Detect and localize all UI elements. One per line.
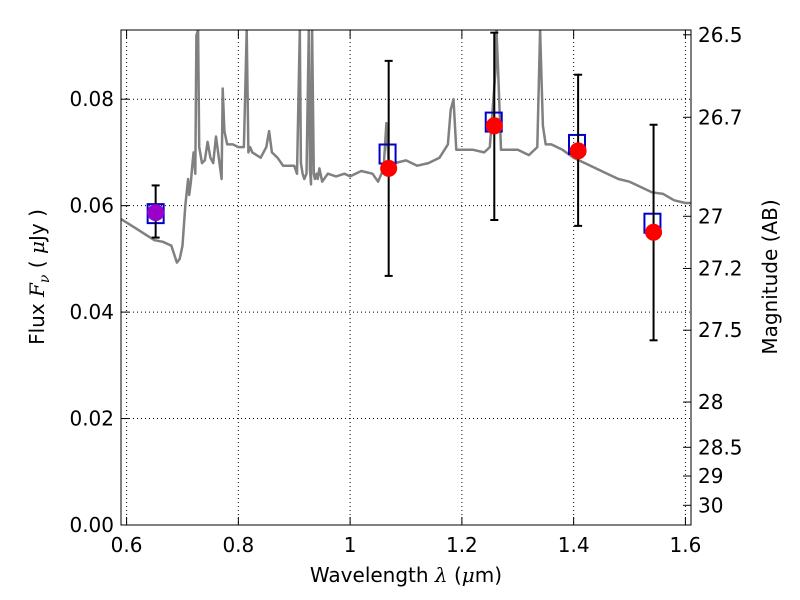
right-tick-label: 27.5 [698,318,743,342]
y-tick-label: 0.00 [69,513,114,537]
right-tick-label: 26.5 [698,23,743,47]
plot-frame [120,29,692,526]
right-tick-label: 26.7 [698,105,743,129]
right-tick-label: 27 [698,204,723,228]
right-tick-label: 30 [698,493,723,517]
x-tick-label: 0.8 [222,533,254,557]
observed-photometry-point [485,117,503,135]
tick-labels: 0.6 0.8 1 1.2 1.4 1.6 0.00 0.02 0.04 0.06 0.08 26.5… [69,23,742,557]
x-axis-label: Wavelength λ (μm) [310,563,502,587]
observed-photometry-point [645,223,663,241]
right-tick-label: 28 [698,390,723,414]
y-axis-right-label: Magnitude (AB) [758,199,782,354]
observed-photometry-point [147,204,165,222]
right-tick-label: 29 [698,464,723,488]
x-tick-label: 1.4 [558,533,590,557]
observed-photometry-point [380,159,398,177]
observed-photometry-point [569,142,587,160]
right-tick-label: 28.5 [698,435,743,459]
x-tick-label: 1.6 [670,533,702,557]
y-tick-label: 0.04 [69,300,114,324]
y-axis-label: Flux Fν ( μJy ) [25,209,53,345]
model-spectrum-line [121,30,691,264]
x-tick-label: 1 [344,533,357,557]
ticks [121,30,691,526]
plot-area [121,30,691,342]
y-tick-label: 0.02 [69,407,114,431]
y-tick-label: 0.08 [69,87,114,111]
y-tick-label: 0.06 [69,194,114,218]
grid [121,30,691,525]
x-tick-label: 1.2 [446,533,478,557]
x-tick-label: 0.6 [111,533,143,557]
right-tick-label: 27.2 [698,256,743,280]
